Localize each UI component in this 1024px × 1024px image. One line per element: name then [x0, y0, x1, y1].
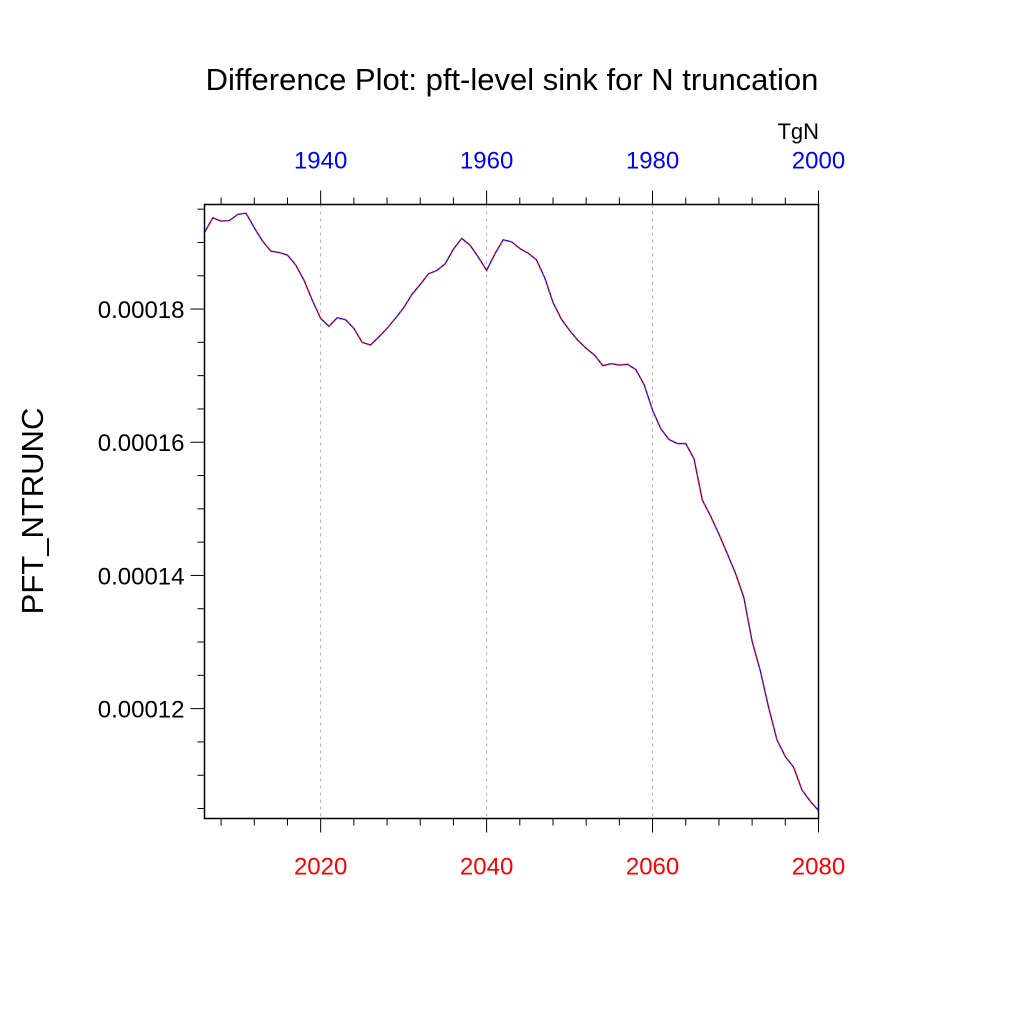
y-tick-label: 0.00018: [98, 297, 185, 324]
chart-title: Difference Plot: pft-level sink for N tr…: [206, 62, 819, 97]
top-tick-label: 1980: [626, 148, 679, 175]
grid-lines: [320, 204, 654, 819]
tick-labels: 2020 2040 2060 2080 1940 1960 1980 2000 0.00012 0…: [98, 148, 845, 881]
x-tick-label: 2060: [626, 854, 679, 881]
x-tick-label: 2040: [460, 854, 513, 881]
series-line-2: [203, 212, 819, 811]
top-tick-label: 1940: [294, 148, 347, 175]
y-tick-label: 0.00014: [98, 563, 185, 590]
x-tick-label: 2020: [294, 854, 347, 881]
plot-frame: [203, 203, 820, 820]
units-label: TgN: [777, 119, 819, 144]
y-axis-label: PFT_NTRUNC: [15, 408, 50, 615]
top-tick-label: 1960: [460, 148, 513, 175]
series-lines: [203, 212, 819, 811]
x-tick-label: 2080: [792, 854, 845, 881]
series-line-1: [203, 212, 819, 811]
y-tick-label: 0.00016: [98, 430, 185, 457]
y-tick-label: 0.00012: [98, 697, 185, 724]
top-tick-label: 2000: [792, 148, 845, 175]
axis-ticks: [190, 190, 819, 833]
